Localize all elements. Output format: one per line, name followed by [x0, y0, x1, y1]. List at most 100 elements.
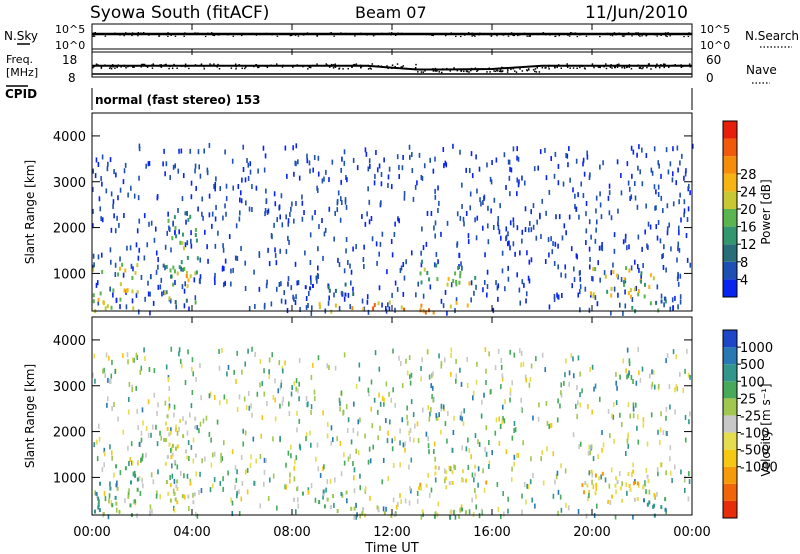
- velocity-noise-cell: [557, 398, 559, 404]
- power-noise-cell: [553, 297, 556, 303]
- velocity-noise-cell: [541, 450, 544, 456]
- freq-point: [165, 63, 167, 66]
- velocity-noise-cell: [435, 412, 438, 418]
- freq-point: [270, 64, 272, 67]
- velocity-echo-cell: [192, 500, 195, 505]
- power-noise-cell: [657, 219, 660, 225]
- power-noise-cell: [375, 241, 378, 247]
- power-noise-cell: [686, 217, 689, 223]
- velocity-noise-cell: [635, 402, 637, 408]
- velocity-noise-cell: [104, 372, 107, 378]
- power-echo-cell: [185, 274, 188, 279]
- power-noise-cell: [365, 151, 368, 157]
- velocity-noise-cell: [637, 414, 639, 420]
- power-noise-cell: [595, 227, 597, 233]
- nave-label: Nave: [746, 63, 777, 77]
- velocity-noise-cell: [387, 430, 389, 436]
- power-noise-cell: [92, 253, 95, 259]
- power-noise-cell: [106, 166, 109, 172]
- velocity-echo-cell: [420, 486, 423, 491]
- velocity-noise-cell: [353, 467, 356, 473]
- freq-point: [616, 66, 619, 68]
- power-noise-cell: [138, 146, 141, 152]
- velocity-noise-cell: [192, 371, 195, 377]
- power-noise-cell: [607, 195, 610, 201]
- velocity-noise-cell: [630, 374, 633, 380]
- power-noise-cell: [115, 298, 118, 304]
- freq-point: [417, 71, 419, 73]
- velocity-noise-cell: [440, 361, 443, 367]
- freq-point: [216, 65, 218, 67]
- power-noise-cell: [398, 174, 401, 180]
- power-noise-cell: [552, 241, 554, 247]
- velocity-noise-cell: [385, 418, 387, 424]
- power-noise-cell: [657, 160, 660, 166]
- power-colorbar-tick-label: 12: [740, 238, 757, 253]
- power-noise-cell: [599, 277, 601, 283]
- freq-point: [151, 67, 154, 69]
- velocity-noise-cell: [296, 427, 298, 433]
- power-noise-cell: [570, 246, 573, 252]
- power-noise-cell: [553, 260, 556, 266]
- velocity-noise-cell: [222, 440, 225, 446]
- power-colorbar-tick-label: 28: [740, 168, 757, 183]
- velocity-noise-cell: [127, 445, 129, 451]
- velocity-noise-cell: [310, 483, 313, 489]
- freq-point: [309, 66, 312, 69]
- velocity-noise-cell: [525, 377, 527, 383]
- velocity-noise-cell: [236, 407, 239, 413]
- power-noise-cell: [599, 191, 601, 197]
- power-noise-cell: [568, 214, 571, 220]
- power-noise-cell: [465, 167, 468, 173]
- velocity-noise-cell: [638, 370, 640, 376]
- freq-point: [534, 70, 536, 73]
- velocity-noise-cell: [290, 444, 292, 450]
- power-echo-cell: [186, 284, 189, 289]
- power-noise-cell: [430, 211, 433, 217]
- nsearch-point: [599, 35, 601, 38]
- velocity-noise-cell: [537, 416, 540, 422]
- power-noise-cell: [293, 171, 295, 177]
- velocity-noise-cell: [367, 459, 370, 465]
- velocity-noise-cell: [298, 381, 301, 387]
- velocity-noise-cell: [254, 480, 257, 486]
- power-noise-cell: [96, 280, 99, 286]
- nsearch-point: [131, 34, 133, 37]
- freq-point: [660, 64, 662, 66]
- power-noise-cell: [610, 270, 612, 276]
- velocity-noise-cell: [129, 457, 131, 463]
- freq-point: [554, 66, 556, 69]
- velocity-noise-cell: [625, 482, 628, 488]
- velocity-noise-cell: [198, 428, 200, 434]
- velocity-noise-cell: [674, 409, 676, 415]
- velocity-noise-cell: [684, 475, 686, 481]
- velocity-noise-cell: [546, 420, 549, 426]
- velocity-noise-cell: [95, 439, 98, 445]
- velocity-noise-cell: [556, 417, 559, 423]
- velocity-noise-cell: [642, 417, 645, 423]
- freq-point: [120, 66, 122, 68]
- power-noise-cell: [566, 153, 569, 159]
- power-echo-cell: [426, 270, 429, 275]
- power-noise-cell: [429, 284, 432, 290]
- velocity-noise-cell: [370, 406, 373, 412]
- power-noise-cell: [318, 224, 320, 230]
- power-noise-cell: [624, 233, 627, 239]
- velocity-noise-cell: [357, 450, 360, 456]
- power-noise-cell: [687, 183, 690, 189]
- velocity-noise-cell: [613, 438, 615, 444]
- velocity-noise-cell: [592, 484, 595, 490]
- velocity-echo-cell: [174, 446, 177, 451]
- power-noise-cell: [270, 301, 273, 307]
- power-noise-cell: [677, 281, 680, 287]
- velocity-noise-cell: [173, 412, 175, 418]
- power-noise-cell: [434, 188, 436, 194]
- power-noise-cell: [595, 208, 597, 214]
- freq-point: [465, 70, 468, 72]
- power-noise-cell: [588, 219, 591, 225]
- power-noise-cell: [548, 252, 550, 258]
- power-noise-cell: [347, 260, 349, 266]
- velocity-colorbar-tick-label: 100: [740, 375, 765, 390]
- velocity-noise-cell: [102, 368, 104, 374]
- nsearch-point: [548, 33, 551, 35]
